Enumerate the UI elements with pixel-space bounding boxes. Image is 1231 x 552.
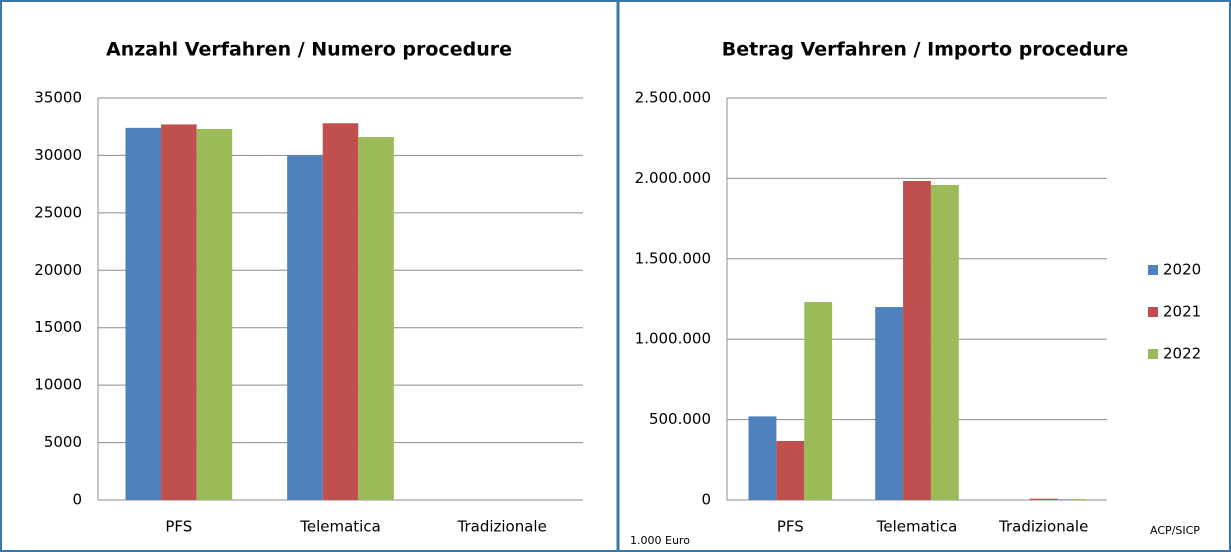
y-tick-label: 30000 [34, 146, 82, 164]
bar [903, 180, 931, 501]
bar [196, 129, 233, 501]
legend-label: 2022 [1163, 345, 1201, 363]
y-tick-label: 25000 [34, 203, 82, 221]
y-tick-label: 1.000.000 [635, 330, 711, 348]
bar [804, 302, 833, 500]
legend-swatch [1148, 349, 1158, 359]
y-tick-label: 35000 [34, 89, 82, 107]
x-tick-label: PFS [777, 518, 804, 536]
legend-label: 2021 [1163, 303, 1201, 321]
bar [125, 127, 162, 500]
bar [322, 123, 359, 501]
bar [776, 440, 805, 500]
legend-label: 2020 [1163, 261, 1201, 279]
bar [875, 307, 904, 500]
chart-title: Betrag Verfahren / Importo procedure [722, 39, 1129, 61]
legend-swatch [1148, 307, 1158, 317]
y-tick-label: 5000 [44, 433, 82, 451]
x-tick-label: Tradizionale [998, 518, 1088, 536]
bar [930, 184, 959, 500]
y-tick-label: 20000 [34, 261, 82, 279]
y-tick-label: 1.500.000 [635, 249, 711, 267]
x-tick-label: Telematica [299, 518, 381, 536]
y-tick-label: 15000 [34, 318, 82, 336]
bar [161, 124, 197, 500]
legend-swatch [1148, 265, 1158, 275]
bar [1029, 498, 1058, 500]
y-tick-label: 10000 [34, 376, 82, 394]
y-tick-label: 500.000 [649, 410, 711, 428]
chart-title: Anzahl Verfahren / Numero procedure [106, 39, 512, 61]
y-tick-label: 2.000.000 [635, 169, 711, 187]
unit-note: 1.000 Euro [630, 534, 690, 547]
y-tick-label: 0 [72, 491, 82, 509]
bar [748, 416, 777, 500]
source: ACP/SICP [1150, 524, 1200, 537]
x-tick-label: PFS [165, 518, 192, 536]
bar [287, 155, 323, 500]
x-tick-label: Tradizionale [457, 518, 547, 536]
y-tick-label: 0 [701, 491, 711, 509]
bar [358, 137, 394, 500]
x-tick-label: Telematica [876, 518, 958, 536]
y-tick-label: 2.500.000 [635, 89, 711, 107]
bar [1057, 499, 1086, 500]
